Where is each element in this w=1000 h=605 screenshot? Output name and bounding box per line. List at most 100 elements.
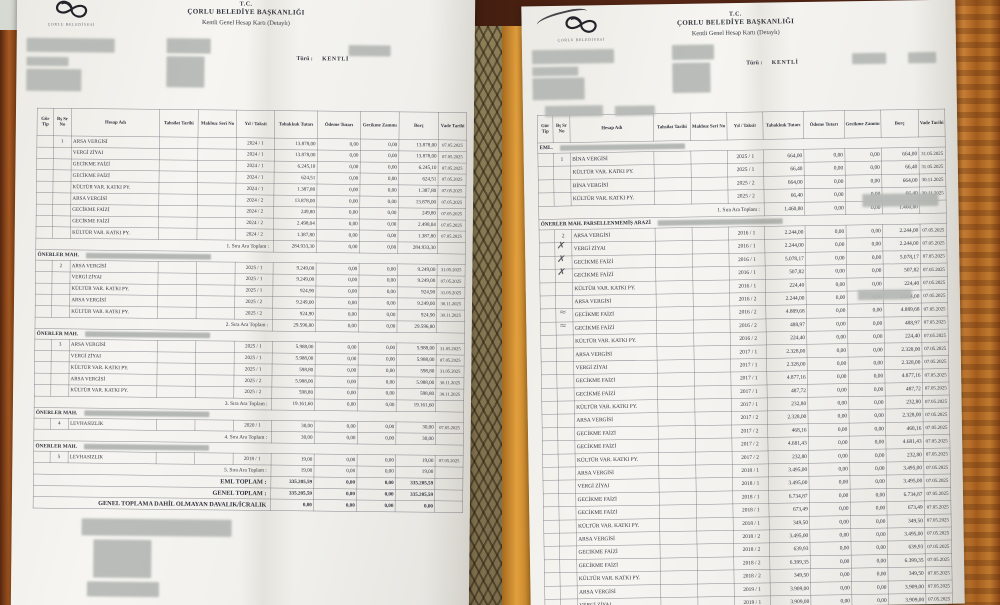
gecikme-zammi-cell: 0,00 (358, 263, 398, 276)
odeme-cell: 0,00 (314, 387, 358, 400)
tahsilat-tarihi-cell (159, 159, 198, 172)
yil-taksit-cell: 2017 / 2 (731, 424, 768, 439)
yil-taksit-cell: 2024 / 1 (236, 171, 275, 184)
odeme-cell: 0,00 (805, 225, 847, 239)
gor-tip-cell (542, 453, 559, 468)
makbuz-seri-no-cell (197, 137, 237, 150)
sira-no-cell (558, 493, 576, 507)
title-subtitle: Kentli Genel Hesap Kartı (Detaylı) (201, 18, 290, 27)
tahakkuk-cell: 2.328,00 (766, 344, 808, 359)
sira-no-cell (557, 414, 575, 428)
logo-swirl-icon (565, 16, 597, 33)
makbuz-seri-no-cell (697, 569, 735, 584)
odeme-cell: 0,00 (807, 383, 849, 398)
tahakkuk-cell: 6.734,87 (768, 489, 810, 504)
tahsilat-tarihi-cell (654, 164, 692, 179)
logo-caption: ÇORLU BELEDİYESİ (557, 37, 606, 43)
hesap-adi-cell: ✗ VERGİ ZİYAI (556, 239, 656, 256)
borc-cell: 468,16 (885, 421, 924, 436)
gecikme-zammi-cell: 0,00 (851, 593, 889, 605)
redacted-block (531, 48, 615, 65)
gecikme-zammi-cell: 0,00 (359, 207, 399, 220)
sira-no-cell (52, 181, 71, 193)
tahsilat-tarihi-cell (158, 171, 198, 183)
subtotal-value-cell: 0,00 (315, 319, 359, 332)
type-label: Türü : (746, 59, 763, 66)
redacted-block (852, 52, 887, 65)
gecikme-zammi-cell: 0,00 (848, 369, 885, 384)
yil-taksit-cell: 2024 / 2 (235, 217, 274, 230)
gor-tip-cell (543, 519, 560, 534)
makbuz-seri-no-cell (696, 543, 734, 558)
gor-tip-cell (540, 335, 557, 349)
tahsilat-tarihi-cell (158, 228, 198, 240)
yil-taksit-cell: 2017 / 1 (731, 397, 768, 412)
subtotal-value-cell: 0,00 (358, 320, 398, 333)
hesap-adi-cell: GECİKME FAİZİ (573, 373, 658, 388)
odeme-cell: 0,00 (315, 285, 359, 298)
gecikme-zammi-cell: 0,00 (358, 297, 398, 310)
gor-tip-cell (542, 467, 559, 481)
hesap-adi-cell: VERGİ ZİYAI (577, 597, 662, 605)
redacted-text (84, 410, 210, 418)
borc-cell: 232,80 (885, 395, 923, 410)
sira-no-cell (557, 400, 575, 415)
gor-tip-cell (539, 256, 556, 270)
gor-tip-cell (36, 135, 54, 148)
sira-no-cell (556, 348, 574, 362)
tahsilat-tarihi-cell (656, 306, 694, 321)
tahakkuk-cell: 598,80 (271, 364, 316, 377)
borc-cell: 488,97 (883, 316, 922, 331)
vade-tarihi-cell: 31.05.2025 (436, 287, 465, 299)
type-label: Türü : (296, 55, 313, 62)
yil-taksit-cell: 2024 / 2 (235, 194, 274, 207)
yil-taksit-cell: 2018 / 2 (733, 543, 770, 557)
odeme-cell: 0,00 (809, 475, 850, 490)
yil-taksit-cell: 2025 / 1 (234, 352, 273, 365)
gecikme-zammi-cell: 0,00 (359, 184, 399, 197)
yil-taksit-cell: 2025 / 2 (233, 386, 272, 399)
makbuz-seri-no-cell (194, 419, 234, 432)
gor-tip-cell (35, 305, 52, 318)
odeme-cell: 0,00 (806, 304, 848, 319)
hesap-adi-cell: KÜLTÜR VAR. KATKI PY. (68, 384, 157, 398)
yil-taksit-cell: 2025 / 1 (235, 284, 273, 297)
section-label: EML. (539, 145, 553, 151)
yil-taksit-cell: 2025 / 2 (234, 296, 273, 309)
vade-tarihi-cell: 07.05.2025 (435, 422, 464, 434)
subtotal-value-cell: 0,00 (359, 241, 398, 254)
gor-tip-cell (36, 146, 54, 159)
tahakkuk-cell: 487,72 (766, 384, 808, 398)
tahakkuk-cell: 66,40 (763, 188, 805, 203)
sira-no-cell (558, 506, 577, 520)
corlu-belediyesi-logo: ÇORLU BELEDİYESİ (548, 11, 613, 43)
odeme-cell: 0,00 (810, 554, 852, 569)
odeme-cell: 0,00 (805, 277, 847, 292)
footer-value-cell: 0,00 (356, 488, 396, 501)
borc-cell: 2.328,00 (884, 342, 923, 357)
gor-tip-cell (33, 451, 51, 463)
makbuz-seri-no-cell (693, 332, 731, 347)
gecikme-zammi-cell: 0,00 (850, 527, 888, 542)
borc-cell: 2.328,00 (884, 355, 923, 370)
gor-tip-cell (35, 226, 53, 239)
hesap-adi-cell: KÜLTÜR VAR. KATKI PY. (68, 362, 158, 375)
makbuz-seri-no-cell (197, 217, 236, 229)
gecikme-zammi-cell: 0,00 (360, 150, 399, 163)
yil-taksit-cell: 2017 / 1 (730, 358, 767, 373)
tahakkuk-cell: 664,00 (763, 149, 805, 164)
vade-tarihi-cell: 07.05.2025 (924, 487, 951, 502)
vade-tarihi-cell: 31.05.2025 (918, 147, 946, 161)
gor-tip-cell (34, 338, 52, 351)
section-label: ÖNERLER MAH. (36, 330, 79, 337)
tahakkuk-cell: 2.244,00 (765, 291, 807, 306)
tahakkuk-cell: 5.078,17 (764, 252, 806, 266)
makbuz-seri-no-cell (691, 190, 729, 204)
gecikme-zammi-cell: 0,00 (850, 514, 888, 529)
tahakkuk-cell: 2.328,00 (767, 410, 809, 425)
gecikme-zammi-cell: 0,00 (848, 396, 886, 410)
tahakkuk-cell: 924,90 (272, 308, 316, 320)
borc-cell: 232,80 (886, 448, 924, 463)
tahsilat-tarihi-cell (660, 557, 698, 572)
tahsilat-tarihi-cell (158, 216, 198, 229)
